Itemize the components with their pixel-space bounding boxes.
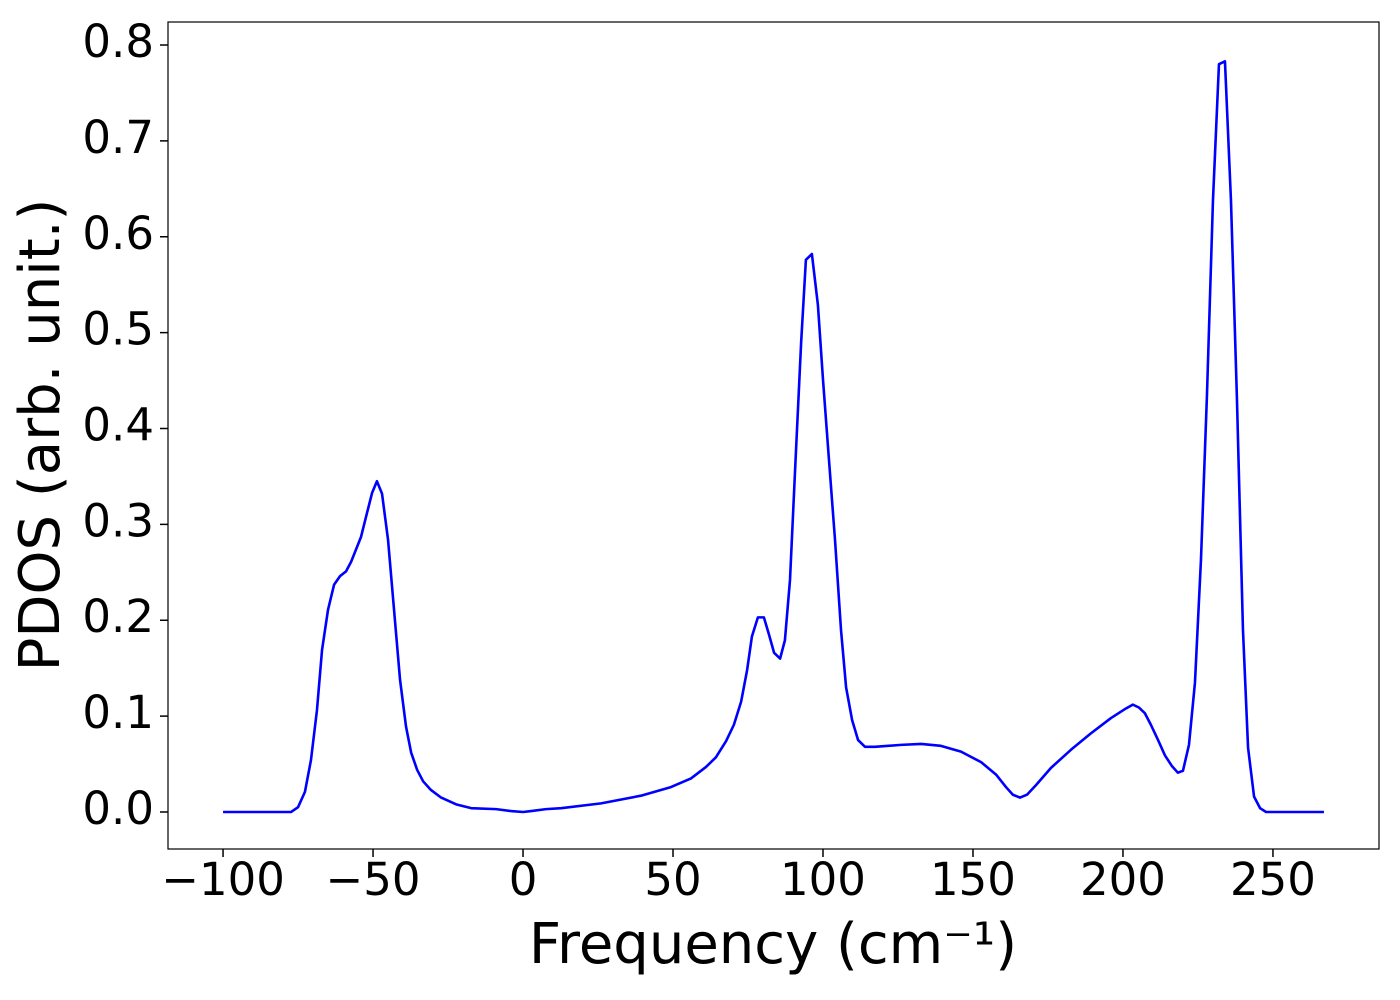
y-tick-label: 0.8	[82, 15, 154, 68]
x-tick-label: 150	[930, 853, 1016, 906]
y-tick-label: 0.7	[82, 111, 154, 164]
y-tick-label: 0.3	[82, 494, 154, 547]
y-tick-label: 0.2	[82, 590, 154, 643]
x-tick-label: 50	[644, 853, 701, 906]
y-axis-label: PDOS (arb. unit.)	[8, 199, 73, 672]
x-tick-label: −50	[326, 853, 421, 906]
data-line	[223, 60, 1324, 814]
y-tick-label: 0.0	[82, 782, 154, 835]
y-tick-label: 0.1	[82, 686, 154, 739]
x-tick-label: 0	[509, 853, 538, 906]
plot-frame	[167, 21, 1380, 850]
y-tick-label: 0.6	[82, 207, 154, 260]
x-tick-label: 100	[780, 853, 866, 906]
x-tick-label: 250	[1230, 853, 1316, 906]
x-tick-label: 200	[1080, 853, 1166, 906]
y-tick-label: 0.5	[82, 303, 154, 356]
x-axis-label: Frequency (cm⁻¹)	[529, 912, 1017, 977]
x-tick-label: −100	[161, 853, 285, 906]
y-tick-label: 0.4	[82, 399, 154, 452]
